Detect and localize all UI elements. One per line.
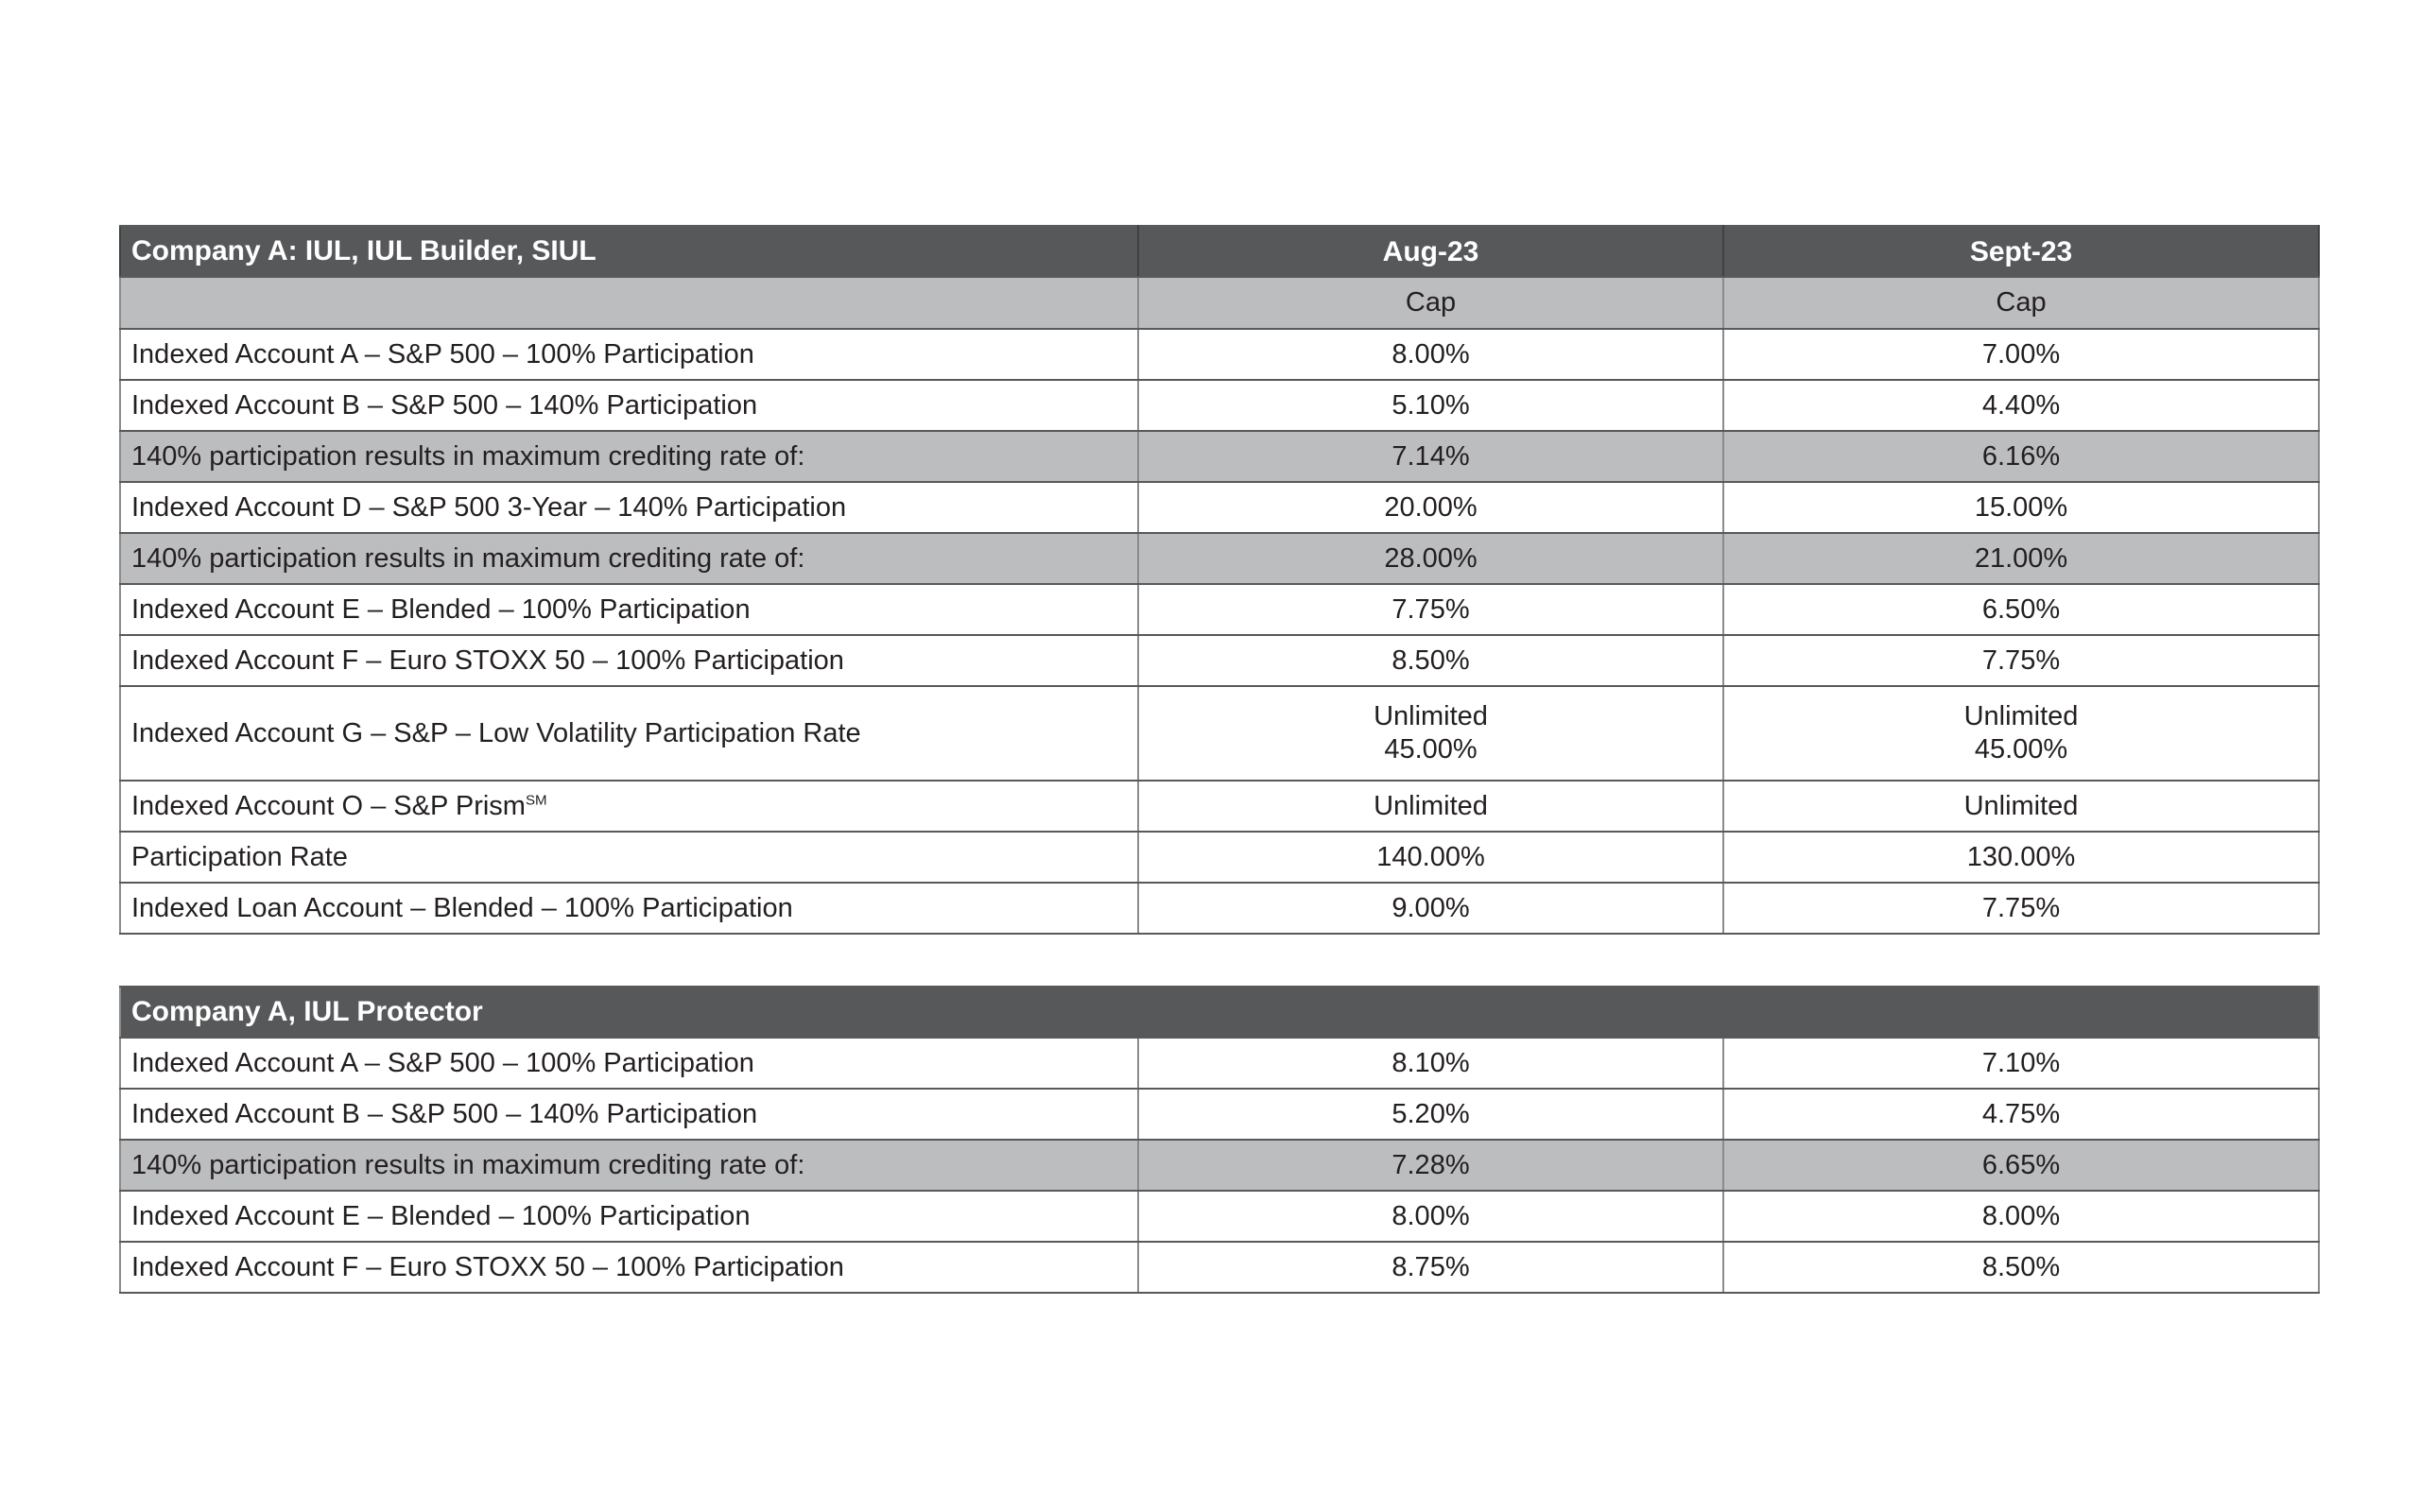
- aug-value-cell: 9.00%: [1137, 882, 1724, 935]
- sept-value-cell: 7.10%: [1722, 1037, 2320, 1090]
- account-label-cell: Indexed Account B – S&P 500 – 140% Parti…: [119, 1088, 1139, 1141]
- aug-value-cell: 140.00%: [1137, 831, 1724, 884]
- sept-value-cell: Unlimited 45.00%: [1722, 685, 2320, 782]
- account-label-cell: 140% participation results in maximum cr…: [119, 1139, 1139, 1192]
- account-label-cell: Indexed Account E – Blended – 100% Parti…: [119, 583, 1139, 636]
- sept-value-cell: 15.00%: [1722, 481, 2320, 534]
- table1-subheader-empty: [119, 276, 1139, 330]
- table1-header-row: Company A: IUL, IUL Builder, SIUL Aug-23…: [119, 225, 2320, 278]
- aug-value-cell: Unlimited 45.00%: [1137, 685, 1724, 782]
- table-row: Indexed Account E – Blended – 100% Parti…: [119, 1190, 2320, 1243]
- aug-value-cell: 7.28%: [1137, 1139, 1724, 1192]
- table-row: Indexed Account E – Blended – 100% Parti…: [119, 583, 2320, 636]
- aug-value-cell: Unlimited: [1137, 780, 1724, 833]
- table-row: Indexed Account D – S&P 500 3-Year – 140…: [119, 481, 2320, 534]
- account-label-cell: Indexed Account F – Euro STOXX 50 – 100%…: [119, 1241, 1139, 1294]
- table-row-highlight: 140% participation results in maximum cr…: [119, 430, 2320, 483]
- account-label-cell: Participation Rate: [119, 831, 1139, 884]
- sept-value-cell: 4.40%: [1722, 379, 2320, 432]
- table2-header-row: Company A, IUL Protector: [119, 986, 2320, 1039]
- account-label-cell: Indexed Account F – Euro STOXX 50 – 100%…: [119, 634, 1139, 687]
- sept-value-cell: 7.75%: [1722, 634, 2320, 687]
- table-row: Indexed Account O – S&P PrismSM Unlimite…: [119, 780, 2320, 833]
- table1-subheader-cap-aug: Cap: [1137, 276, 1724, 330]
- aug-value-cell: 8.10%: [1137, 1037, 1724, 1090]
- sept-value-cell: 4.75%: [1722, 1088, 2320, 1141]
- account-label-cell: Indexed Loan Account – Blended – 100% Pa…: [119, 882, 1139, 935]
- aug-value-cell: 5.10%: [1137, 379, 1724, 432]
- aug-value-cell: 7.75%: [1137, 583, 1724, 636]
- table-row: Indexed Account F – Euro STOXX 50 – 100%…: [119, 1241, 2320, 1294]
- table1-column-header-sept: Sept-23: [1722, 225, 2320, 278]
- sept-value-cell: 130.00%: [1722, 831, 2320, 884]
- aug-value-cell: 8.50%: [1137, 634, 1724, 687]
- account-label-cell: Indexed Account E – Blended – 100% Parti…: [119, 1190, 1139, 1243]
- table-row: Indexed Account B – S&P 500 – 140% Parti…: [119, 379, 2320, 432]
- table-row: Participation Rate 140.00% 130.00%: [119, 831, 2320, 884]
- account-label-cell: Indexed Account D – S&P 500 3-Year – 140…: [119, 481, 1139, 534]
- account-label-cell: Indexed Account O – S&P PrismSM: [119, 780, 1139, 833]
- table1-subheader-cap-sept: Cap: [1722, 276, 2320, 330]
- account-label-cell: 140% participation results in maximum cr…: [119, 532, 1139, 585]
- table-row: Indexed Account B – S&P 500 – 140% Parti…: [119, 1088, 2320, 1141]
- rate-table-iul-protector: Company A, IUL Protector Indexed Account…: [119, 986, 2320, 1294]
- sept-value-cell: 8.50%: [1722, 1241, 2320, 1294]
- table-row: Indexed Account A – S&P 500 – 100% Parti…: [119, 1037, 2320, 1090]
- table-row-highlight: 140% participation results in maximum cr…: [119, 532, 2320, 585]
- table-row: Indexed Loan Account – Blended – 100% Pa…: [119, 882, 2320, 935]
- table2-title: Company A, IUL Protector: [119, 986, 2320, 1039]
- aug-value-cell: 20.00%: [1137, 481, 1724, 534]
- account-label-cell: Indexed Account A – S&P 500 – 100% Parti…: [119, 1037, 1139, 1090]
- account-label-cell: Indexed Account G – S&P – Low Volatility…: [119, 685, 1139, 782]
- sept-value-cell: 6.16%: [1722, 430, 2320, 483]
- sept-value-cell: 8.00%: [1722, 1190, 2320, 1243]
- table-row: Indexed Account G – S&P – Low Volatility…: [119, 685, 2320, 782]
- account-label-cell: Indexed Account A – S&P 500 – 100% Parti…: [119, 328, 1139, 381]
- rate-table-iul-builder-siul: Company A: IUL, IUL Builder, SIUL Aug-23…: [119, 225, 2320, 935]
- table-row-highlight: 140% participation results in maximum cr…: [119, 1139, 2320, 1192]
- sept-value-cell: 21.00%: [1722, 532, 2320, 585]
- servicemark-superscript: SM: [525, 791, 547, 808]
- table-row: Indexed Account A – S&P 500 – 100% Parti…: [119, 328, 2320, 381]
- sept-value-cell: Unlimited: [1722, 780, 2320, 833]
- aug-value-cell: 8.00%: [1137, 1190, 1724, 1243]
- sept-value-cell: 6.50%: [1722, 583, 2320, 636]
- sept-value-cell: 6.65%: [1722, 1139, 2320, 1192]
- table1-column-header-aug: Aug-23: [1137, 225, 1724, 278]
- table-row: Indexed Account F – Euro STOXX 50 – 100%…: [119, 634, 2320, 687]
- sept-value-cell: 7.00%: [1722, 328, 2320, 381]
- account-label-cell: 140% participation results in maximum cr…: [119, 430, 1139, 483]
- aug-value-cell: 7.14%: [1137, 430, 1724, 483]
- aug-value-cell: 5.20%: [1137, 1088, 1724, 1141]
- table1-subheader-row: Cap Cap: [119, 276, 2320, 330]
- sept-value-cell: 7.75%: [1722, 882, 2320, 935]
- table1-title: Company A: IUL, IUL Builder, SIUL: [119, 225, 1139, 278]
- aug-value-cell: 28.00%: [1137, 532, 1724, 585]
- aug-value-cell: 8.00%: [1137, 328, 1724, 381]
- account-label-cell: Indexed Account B – S&P 500 – 140% Parti…: [119, 379, 1139, 432]
- aug-value-cell: 8.75%: [1137, 1241, 1724, 1294]
- account-label: Indexed Account O – S&P Prism: [131, 790, 526, 821]
